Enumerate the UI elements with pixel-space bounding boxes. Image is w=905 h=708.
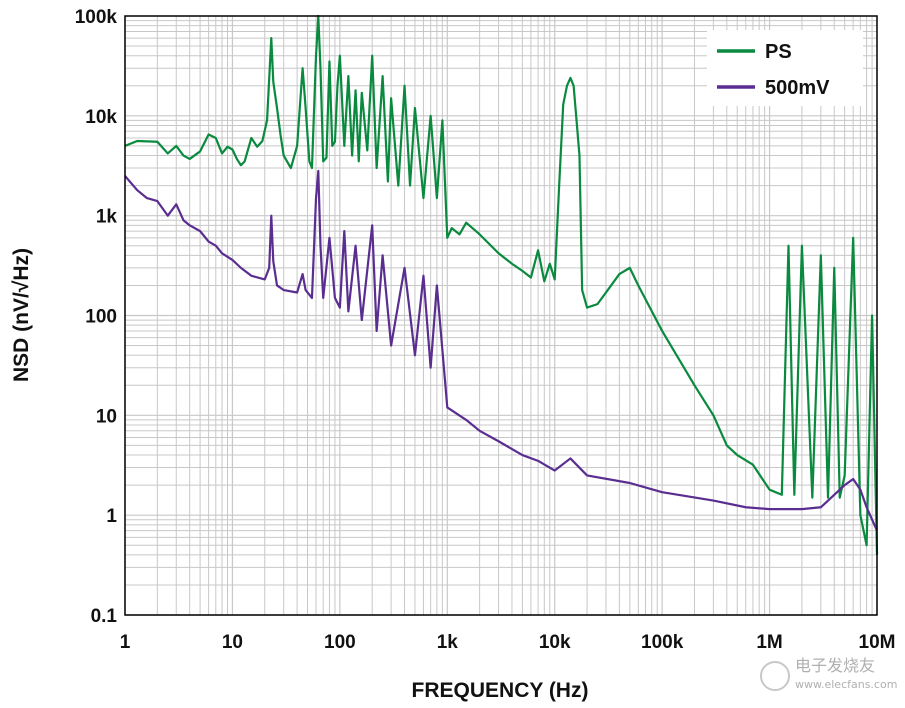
- y-tick-label: 100: [85, 307, 117, 328]
- y-tick-label: 1k: [96, 207, 118, 228]
- plot-frame: [124, 15, 878, 616]
- legend-label-ps: PS: [765, 41, 792, 63]
- x-tick-label: 1k: [437, 632, 459, 653]
- y-tick-label: 100k: [75, 7, 118, 28]
- x-tick-label: 100: [324, 632, 356, 653]
- watermark-subtext: www.elecfans.com: [795, 678, 897, 691]
- x-tick-label: 100k: [641, 632, 684, 653]
- x-tick-label: 1: [120, 632, 131, 653]
- grid-lines: [124, 16, 877, 616]
- legend-label-500mv: 500mV: [765, 77, 830, 99]
- y-axis-label: NSD (nV/√Hz): [10, 248, 33, 382]
- watermark-text: 电子发烧友: [795, 656, 875, 675]
- y-tick-labels: 100k 10k 1k 100 10 1 0.1: [75, 7, 118, 627]
- y-tick-label: 0.1: [91, 606, 118, 627]
- legend: PS 500mV: [707, 30, 863, 106]
- series-line-ps: [124, 14, 879, 555]
- y-tick-label: 10: [96, 406, 117, 427]
- x-tick-label: 10M: [859, 632, 896, 653]
- y-tick-label: 10k: [85, 107, 117, 128]
- x-tick-label: 10k: [539, 632, 571, 653]
- x-axis-label: FREQUENCY (Hz): [412, 679, 589, 702]
- y-tick-label: 1: [106, 506, 117, 527]
- x-tick-labels: 1 10 100 1k 10k 100k 1M 10M: [120, 632, 896, 653]
- series-line-500mv: [124, 169, 879, 532]
- watermark-logo-icon: [760, 661, 790, 691]
- watermark: 电子发烧友 www.elecfans.com: [760, 656, 897, 691]
- plot-series: [124, 14, 879, 555]
- x-tick-label: 10: [222, 632, 243, 653]
- legend-box: [707, 30, 863, 106]
- x-tick-label: 1M: [756, 632, 782, 653]
